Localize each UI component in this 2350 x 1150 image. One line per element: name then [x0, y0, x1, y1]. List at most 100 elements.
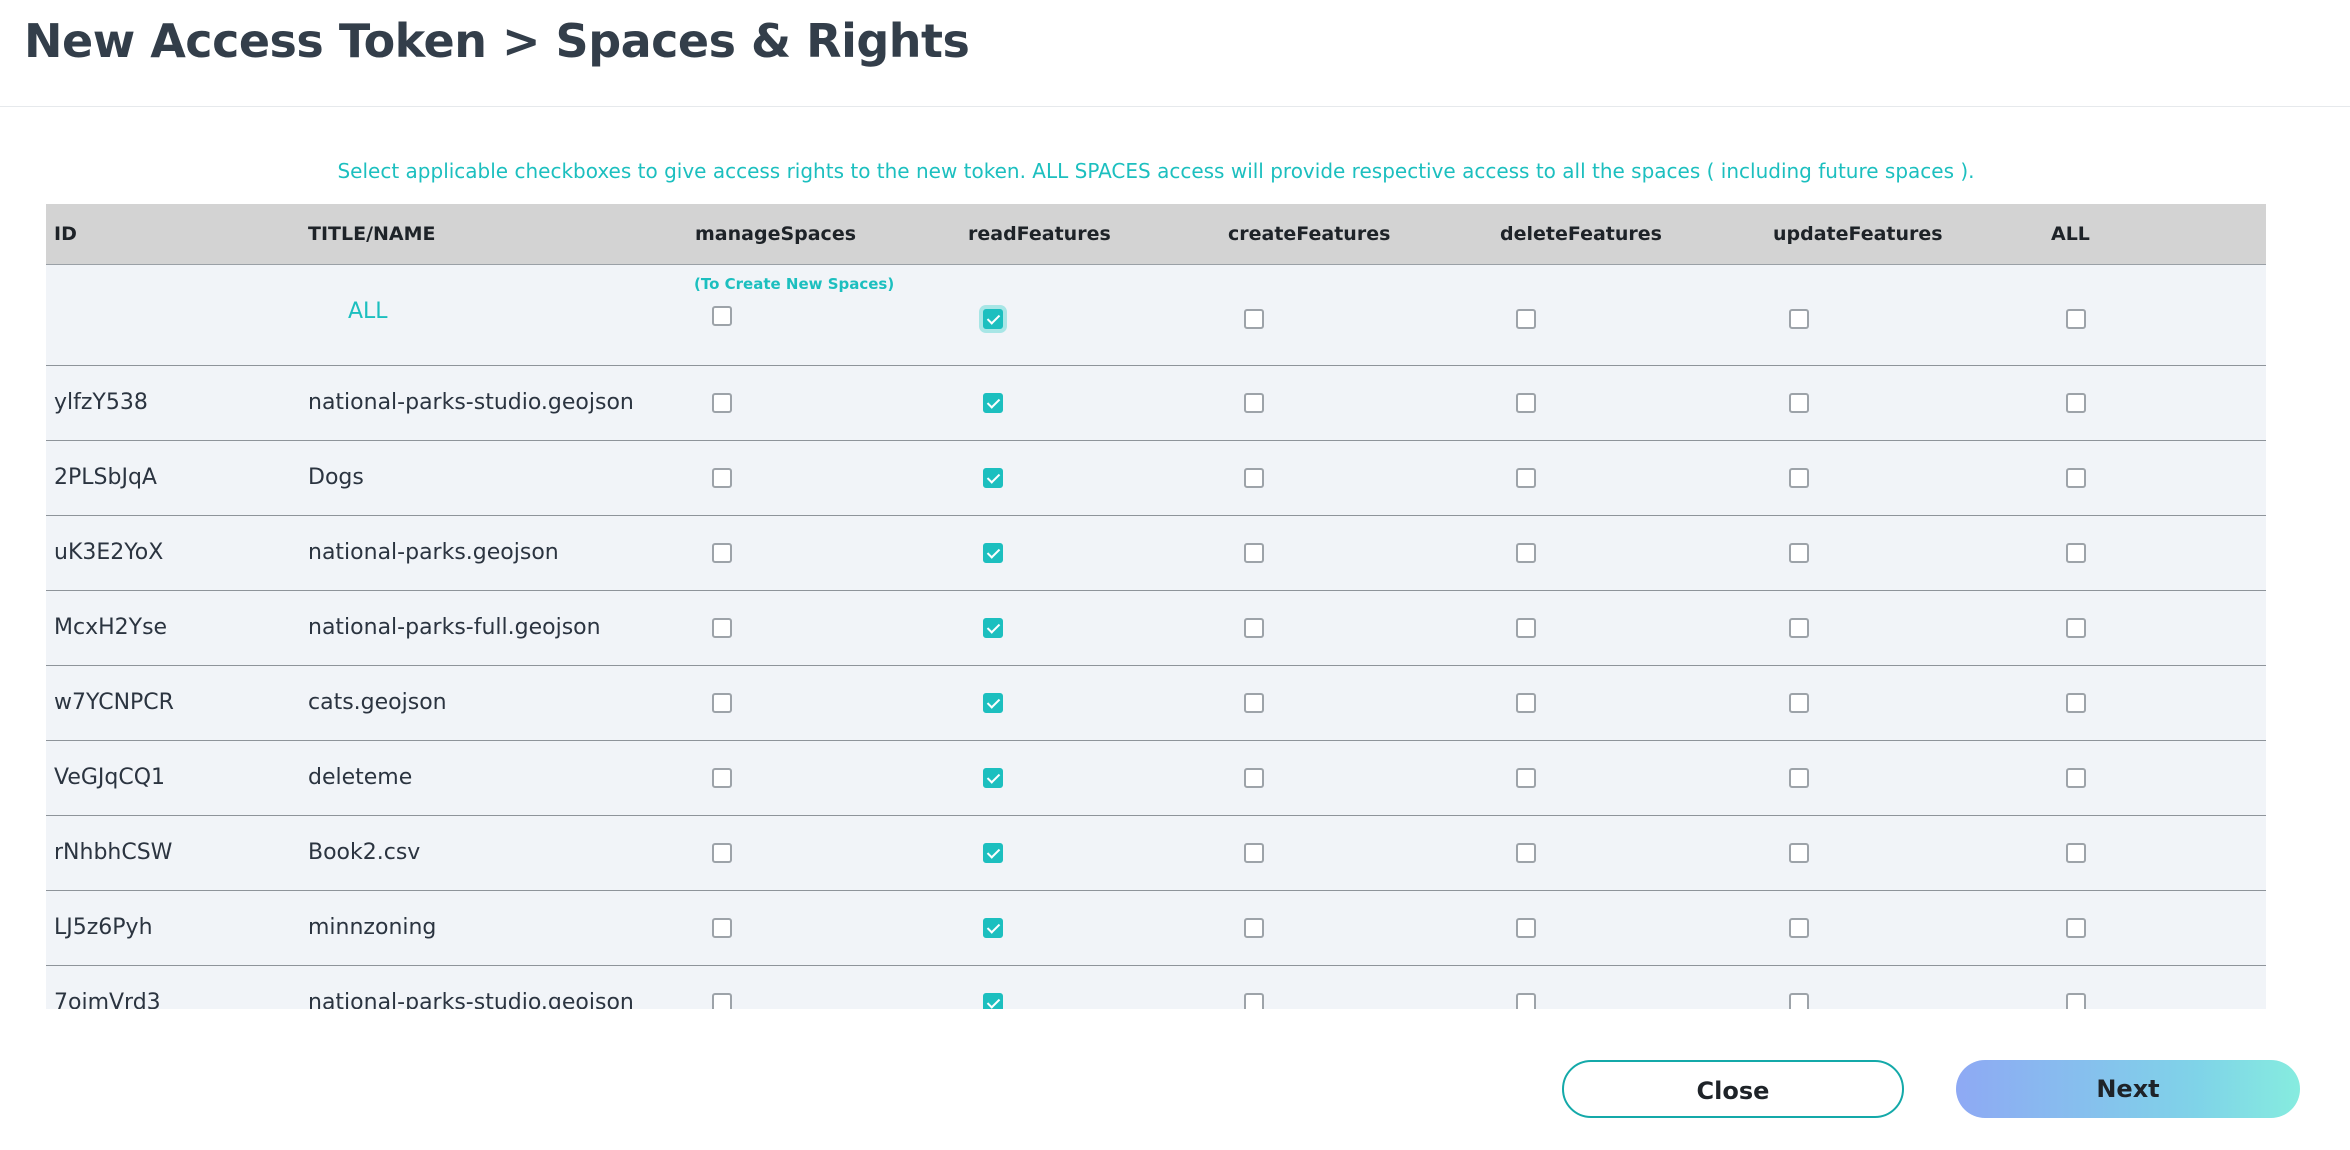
- close-button[interactable]: Close: [1562, 1060, 1904, 1118]
- spaces-rights-table: ID TITLE/NAME manageSpaces readFeatures …: [46, 204, 2266, 1009]
- table-row: uK3E2YoX national-parks.geojson: [46, 516, 2266, 591]
- update-features-checkbox[interactable]: [1789, 918, 1809, 938]
- instructions-text: Select applicable checkboxes to give acc…: [337, 159, 1975, 183]
- space-title: cats.geojson: [308, 690, 447, 715]
- space-title: deleteme: [308, 765, 413, 790]
- read-features-checkbox[interactable]: [983, 843, 1003, 863]
- delete-features-checkbox[interactable]: [1516, 543, 1536, 563]
- manage-spaces-note: (To Create New Spaces): [694, 275, 895, 293]
- table-row: ylfzY538 national-parks-studio.geojson: [46, 366, 2266, 441]
- table-header: ID TITLE/NAME manageSpaces readFeatures …: [46, 204, 2266, 265]
- all-checkbox[interactable]: [2066, 618, 2086, 638]
- footer: Close Next: [0, 1010, 2350, 1150]
- page-header: New Access Token > Spaces & Rights: [0, 0, 2350, 107]
- space-id: McxH2Yse: [54, 615, 168, 640]
- space-id: ylfzY538: [54, 390, 148, 415]
- space-id: 2PLSbJqA: [54, 465, 157, 490]
- read-features-checkbox[interactable]: [983, 543, 1003, 563]
- column-header-title: TITLE/NAME: [308, 223, 436, 245]
- delete-features-checkbox[interactable]: [1516, 918, 1536, 938]
- manage-spaces-checkbox[interactable]: [712, 993, 732, 1009]
- next-button[interactable]: Next: [1956, 1060, 2300, 1118]
- space-id: LJ5z6Pyh: [54, 915, 153, 940]
- manage-spaces-checkbox[interactable]: [712, 468, 732, 488]
- manage-spaces-checkbox[interactable]: [712, 393, 732, 413]
- delete-features-checkbox[interactable]: [1516, 768, 1536, 788]
- all-checkbox[interactable]: [2066, 693, 2086, 713]
- read-features-checkbox[interactable]: [983, 618, 1003, 638]
- read-features-checkbox[interactable]: [983, 993, 1003, 1009]
- space-title: minnzoning: [308, 915, 437, 940]
- create-features-checkbox[interactable]: [1244, 693, 1264, 713]
- column-header-create-features: createFeatures: [1228, 223, 1391, 245]
- all-spaces-row: ALL (To Create New Spaces): [46, 265, 2266, 366]
- all-spaces-label: ALL: [348, 299, 388, 324]
- delete-features-checkbox[interactable]: [1516, 993, 1536, 1009]
- all-checkbox[interactable]: [2066, 768, 2086, 788]
- create-features-checkbox[interactable]: [1244, 993, 1264, 1009]
- create-features-checkbox[interactable]: [1244, 843, 1264, 863]
- read-features-checkbox[interactable]: [983, 768, 1003, 788]
- update-features-checkbox[interactable]: [1789, 693, 1809, 713]
- all-read-features-checkbox[interactable]: [983, 309, 1003, 329]
- delete-features-checkbox[interactable]: [1516, 393, 1536, 413]
- read-features-checkbox[interactable]: [983, 918, 1003, 938]
- all-checkbox[interactable]: [2066, 918, 2086, 938]
- create-features-checkbox[interactable]: [1244, 393, 1264, 413]
- space-title: national-parks-studio.geojson: [308, 990, 634, 1009]
- all-checkbox[interactable]: [2066, 468, 2086, 488]
- column-header-delete-features: deleteFeatures: [1500, 223, 1662, 245]
- delete-features-checkbox[interactable]: [1516, 843, 1536, 863]
- delete-features-checkbox[interactable]: [1516, 618, 1536, 638]
- space-title: national-parks-studio.geojson: [308, 390, 634, 415]
- create-features-checkbox[interactable]: [1244, 768, 1264, 788]
- read-features-checkbox[interactable]: [983, 693, 1003, 713]
- table-row: 2PLSbJqA Dogs: [46, 441, 2266, 516]
- manage-spaces-checkbox[interactable]: [712, 543, 732, 563]
- update-features-checkbox[interactable]: [1789, 543, 1809, 563]
- all-create-features-checkbox[interactable]: [1244, 309, 1264, 329]
- table-row: 7oimVrd3 national-parks-studio.geojson: [46, 966, 2266, 1009]
- all-checkbox[interactable]: [2066, 393, 2086, 413]
- read-features-checkbox[interactable]: [983, 393, 1003, 413]
- update-features-checkbox[interactable]: [1789, 618, 1809, 638]
- space-title: Dogs: [308, 465, 364, 490]
- column-header-id: ID: [54, 223, 77, 245]
- space-id: rNhbhCSW: [54, 840, 173, 865]
- all-delete-features-checkbox[interactable]: [1516, 309, 1536, 329]
- manage-spaces-checkbox[interactable]: [712, 693, 732, 713]
- all-checkbox[interactable]: [2066, 543, 2086, 563]
- create-features-checkbox[interactable]: [1244, 618, 1264, 638]
- column-header-update-features: updateFeatures: [1773, 223, 1943, 245]
- update-features-checkbox[interactable]: [1789, 843, 1809, 863]
- column-header-read-features: readFeatures: [968, 223, 1111, 245]
- manage-spaces-checkbox[interactable]: [712, 768, 732, 788]
- all-checkbox[interactable]: [2066, 993, 2086, 1009]
- table-row: rNhbhCSW Book2.csv: [46, 816, 2266, 891]
- table-row: w7YCNPCR cats.geojson: [46, 666, 2266, 741]
- column-header-all: ALL: [2051, 223, 2090, 245]
- update-features-checkbox[interactable]: [1789, 393, 1809, 413]
- table-row: VeGJqCQ1 deleteme: [46, 741, 2266, 816]
- create-features-checkbox[interactable]: [1244, 468, 1264, 488]
- update-features-checkbox[interactable]: [1789, 468, 1809, 488]
- all-all-checkbox[interactable]: [2066, 309, 2086, 329]
- delete-features-checkbox[interactable]: [1516, 693, 1536, 713]
- manage-spaces-checkbox[interactable]: [712, 618, 732, 638]
- create-features-checkbox[interactable]: [1244, 918, 1264, 938]
- update-features-checkbox[interactable]: [1789, 993, 1809, 1009]
- manage-spaces-checkbox[interactable]: [712, 918, 732, 938]
- all-checkbox[interactable]: [2066, 843, 2086, 863]
- space-title: national-parks-full.geojson: [308, 615, 601, 640]
- space-title: national-parks.geojson: [308, 540, 559, 565]
- create-features-checkbox[interactable]: [1244, 543, 1264, 563]
- read-features-checkbox[interactable]: [983, 468, 1003, 488]
- update-features-checkbox[interactable]: [1789, 768, 1809, 788]
- space-id: uK3E2YoX: [54, 540, 164, 565]
- column-header-manage-spaces: manageSpaces: [695, 223, 857, 245]
- all-update-features-checkbox[interactable]: [1789, 309, 1809, 329]
- all-manage-spaces-checkbox[interactable]: [712, 306, 732, 326]
- space-id: VeGJqCQ1: [54, 765, 166, 790]
- manage-spaces-checkbox[interactable]: [712, 843, 732, 863]
- delete-features-checkbox[interactable]: [1516, 468, 1536, 488]
